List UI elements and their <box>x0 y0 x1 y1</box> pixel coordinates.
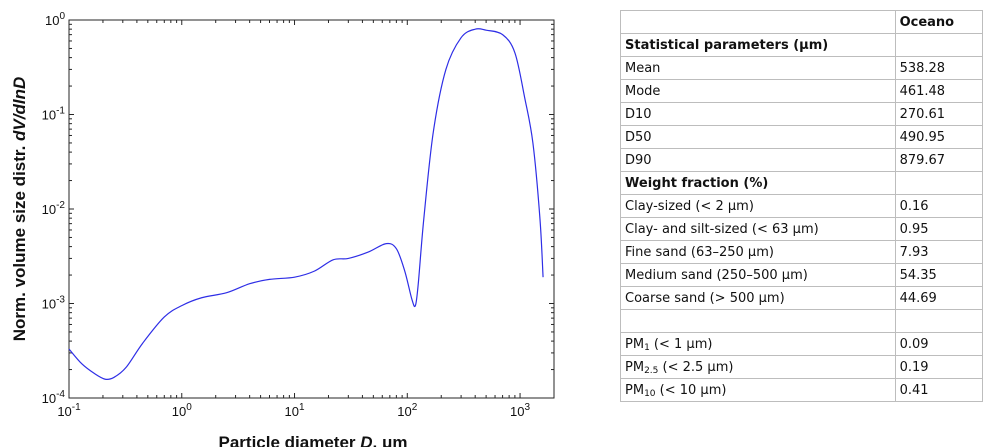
row-value-cell: 7.93 <box>894 240 983 264</box>
y-tick-label: 10-1 <box>42 106 66 123</box>
y-tick-label: 10-2 <box>42 200 66 217</box>
row-value-cell <box>894 33 983 57</box>
x-axis-title: Particle diameter D, μm <box>219 433 408 447</box>
row-value-cell: 0.41 <box>894 378 983 402</box>
row-label-cell: Mean <box>620 56 896 80</box>
x-tick-label: 103 <box>510 402 530 419</box>
row-label-cell: Medium sand (250–500 µm) <box>620 263 896 287</box>
plot-frame <box>68 19 555 399</box>
pm-prefix: PM <box>625 359 645 375</box>
row-value-cell: 490.95 <box>894 125 983 149</box>
table-section-row: Weight fraction (%) <box>620 171 983 195</box>
row-value-cell <box>894 309 983 333</box>
table-row: Mean 538.28 <box>620 56 983 80</box>
header-label-cell <box>620 10 896 34</box>
row-label-cell: Clay-sized (< 2 µm) <box>620 194 896 218</box>
y-axis-title: Norm. volume size distr. dV/dlnD <box>10 77 29 342</box>
pm-range: (< 2.5 µm) <box>658 359 734 375</box>
row-value-cell: 0.16 <box>894 194 983 218</box>
header-value-cell: Oceano <box>894 10 983 34</box>
row-value-cell: 270.61 <box>894 102 983 126</box>
row-label-cell: PM2.5 (< 2.5 µm) <box>620 355 896 379</box>
x-tick-label: 102 <box>397 402 417 419</box>
row-label-cell: Clay- and silt-sized (< 63 µm) <box>620 217 896 241</box>
table-row: Coarse sand (> 500 µm) 44.69 <box>620 286 983 310</box>
row-value-cell: 879.67 <box>894 148 983 172</box>
x-tick-label: 101 <box>285 402 305 419</box>
table-row <box>620 309 983 333</box>
x-tick-label: 100 <box>172 402 192 419</box>
row-value-cell <box>894 171 983 195</box>
table-section-row: Statistical parameters (µm) <box>620 33 983 57</box>
table-row: Clay- and silt-sized (< 63 µm) 0.95 <box>620 217 983 241</box>
table-row: D90 879.67 <box>620 148 983 172</box>
section-label-cell: Statistical parameters (µm) <box>620 33 896 57</box>
table-row: Mode 461.48 <box>620 79 983 103</box>
table-row: D50 490.95 <box>620 125 983 149</box>
x-tick-label: 10-1 <box>57 402 81 419</box>
table-row: D10 270.61 <box>620 102 983 126</box>
y-tick-label: 10-3 <box>42 295 66 312</box>
pm-range: (< 10 µm) <box>655 382 727 398</box>
table-header-row: Oceano <box>620 10 983 34</box>
pm-range: (< 1 µm) <box>649 336 713 352</box>
size-distribution-chart: 10-1 100 101 102 103 10-4 10-3 10-2 10-1 100 Norm… <box>10 11 555 447</box>
row-value-cell: 0.95 <box>894 217 983 241</box>
section-label-cell: Weight fraction (%) <box>620 171 896 195</box>
row-label-cell: D10 <box>620 102 896 126</box>
table-row: PM10 (< 10 µm) 0.41 <box>620 378 983 402</box>
row-value-cell: 461.48 <box>894 79 983 103</box>
table-row: Clay-sized (< 2 µm) 0.16 <box>620 194 983 218</box>
distribution-line <box>68 28 544 381</box>
row-value-cell: 538.28 <box>894 56 983 80</box>
row-label-cell: Fine sand (63–250 µm) <box>620 240 896 264</box>
table-row: PM1 (< 1 µm) 0.09 <box>620 332 983 356</box>
pm-prefix: PM <box>625 336 645 352</box>
row-value-cell: 0.19 <box>894 355 983 379</box>
table-row: Medium sand (250–500 µm) 54.35 <box>620 263 983 287</box>
y-tick-label: 10-4 <box>42 389 66 406</box>
row-value-cell: 0.09 <box>894 332 983 356</box>
pm-subscript: 1 <box>644 342 650 353</box>
row-label-cell: D90 <box>620 148 896 172</box>
row-value-cell: 54.35 <box>894 263 983 287</box>
pm-subscript: 2.5 <box>644 365 659 376</box>
pm-prefix: PM <box>625 382 645 398</box>
row-label-cell: PM1 (< 1 µm) <box>620 332 896 356</box>
row-label-cell <box>620 309 896 333</box>
row-value-cell: 44.69 <box>894 286 983 310</box>
pm-subscript: 10 <box>644 388 656 399</box>
table-row: Fine sand (63–250 µm) 7.93 <box>620 240 983 264</box>
y-tick-label: 100 <box>45 11 65 28</box>
row-label-cell: Coarse sand (> 500 µm) <box>620 286 896 310</box>
table-row: PM2.5 (< 2.5 µm) 0.19 <box>620 355 983 379</box>
row-label-cell: D50 <box>620 125 896 149</box>
row-label-cell: Mode <box>620 79 896 103</box>
row-label-cell: PM10 (< 10 µm) <box>620 378 896 402</box>
statistics-table: Oceano Statistical parameters (µm) Mean 538… <box>620 10 983 402</box>
